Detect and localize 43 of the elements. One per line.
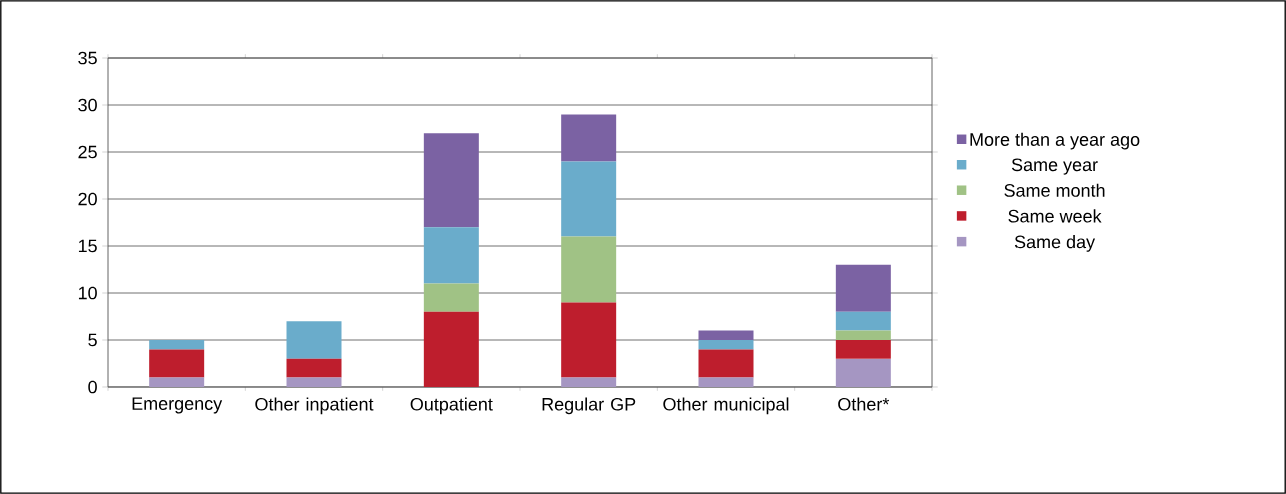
bar	[835, 264, 891, 312]
y-tick-label: 25	[78, 145, 97, 159]
bar	[423, 227, 479, 284]
x-tick-label: Emergency	[132, 397, 223, 414]
bar	[149, 377, 205, 387]
x-tick-label: Other inpatient	[255, 397, 374, 415]
bar	[149, 340, 205, 350]
bar	[561, 377, 617, 387]
y-tick-label: 0	[88, 380, 97, 394]
bar	[835, 358, 891, 387]
bar	[286, 377, 342, 387]
bar	[698, 340, 754, 350]
text: Same year	[1011, 158, 1098, 175]
y-tick-label: 20	[78, 192, 97, 206]
bar	[561, 114, 617, 162]
y-tick-label: 5	[88, 333, 97, 347]
bar	[423, 311, 479, 387]
bar	[561, 236, 617, 303]
x-tick-label: Regular GP	[542, 397, 636, 415]
bar	[423, 133, 479, 228]
text: Same day	[1014, 235, 1096, 252]
bar	[149, 349, 205, 378]
bar	[423, 283, 479, 312]
legend-label: Same week	[1008, 209, 1102, 223]
legend-label: Same month	[1004, 183, 1105, 197]
bar	[698, 330, 754, 340]
y-tick-label: 35	[78, 51, 97, 65]
bar	[698, 377, 754, 387]
bar	[286, 321, 342, 359]
y-tick-label: 10	[78, 286, 97, 300]
bar	[561, 302, 617, 378]
x-tick-label: Other*	[838, 397, 890, 411]
x-tick-label: Other municipal	[663, 397, 789, 415]
x-tick-label: Outpatient	[410, 397, 493, 415]
y-tick-label: 30	[78, 98, 97, 112]
bar	[561, 161, 617, 237]
bar	[835, 311, 891, 331]
bar	[698, 349, 754, 378]
legend-label: More than a year ago	[970, 132, 1140, 150]
bar	[835, 330, 891, 340]
y-tick-label: 15	[78, 239, 97, 253]
bar	[835, 340, 891, 359]
bar	[286, 358, 342, 378]
